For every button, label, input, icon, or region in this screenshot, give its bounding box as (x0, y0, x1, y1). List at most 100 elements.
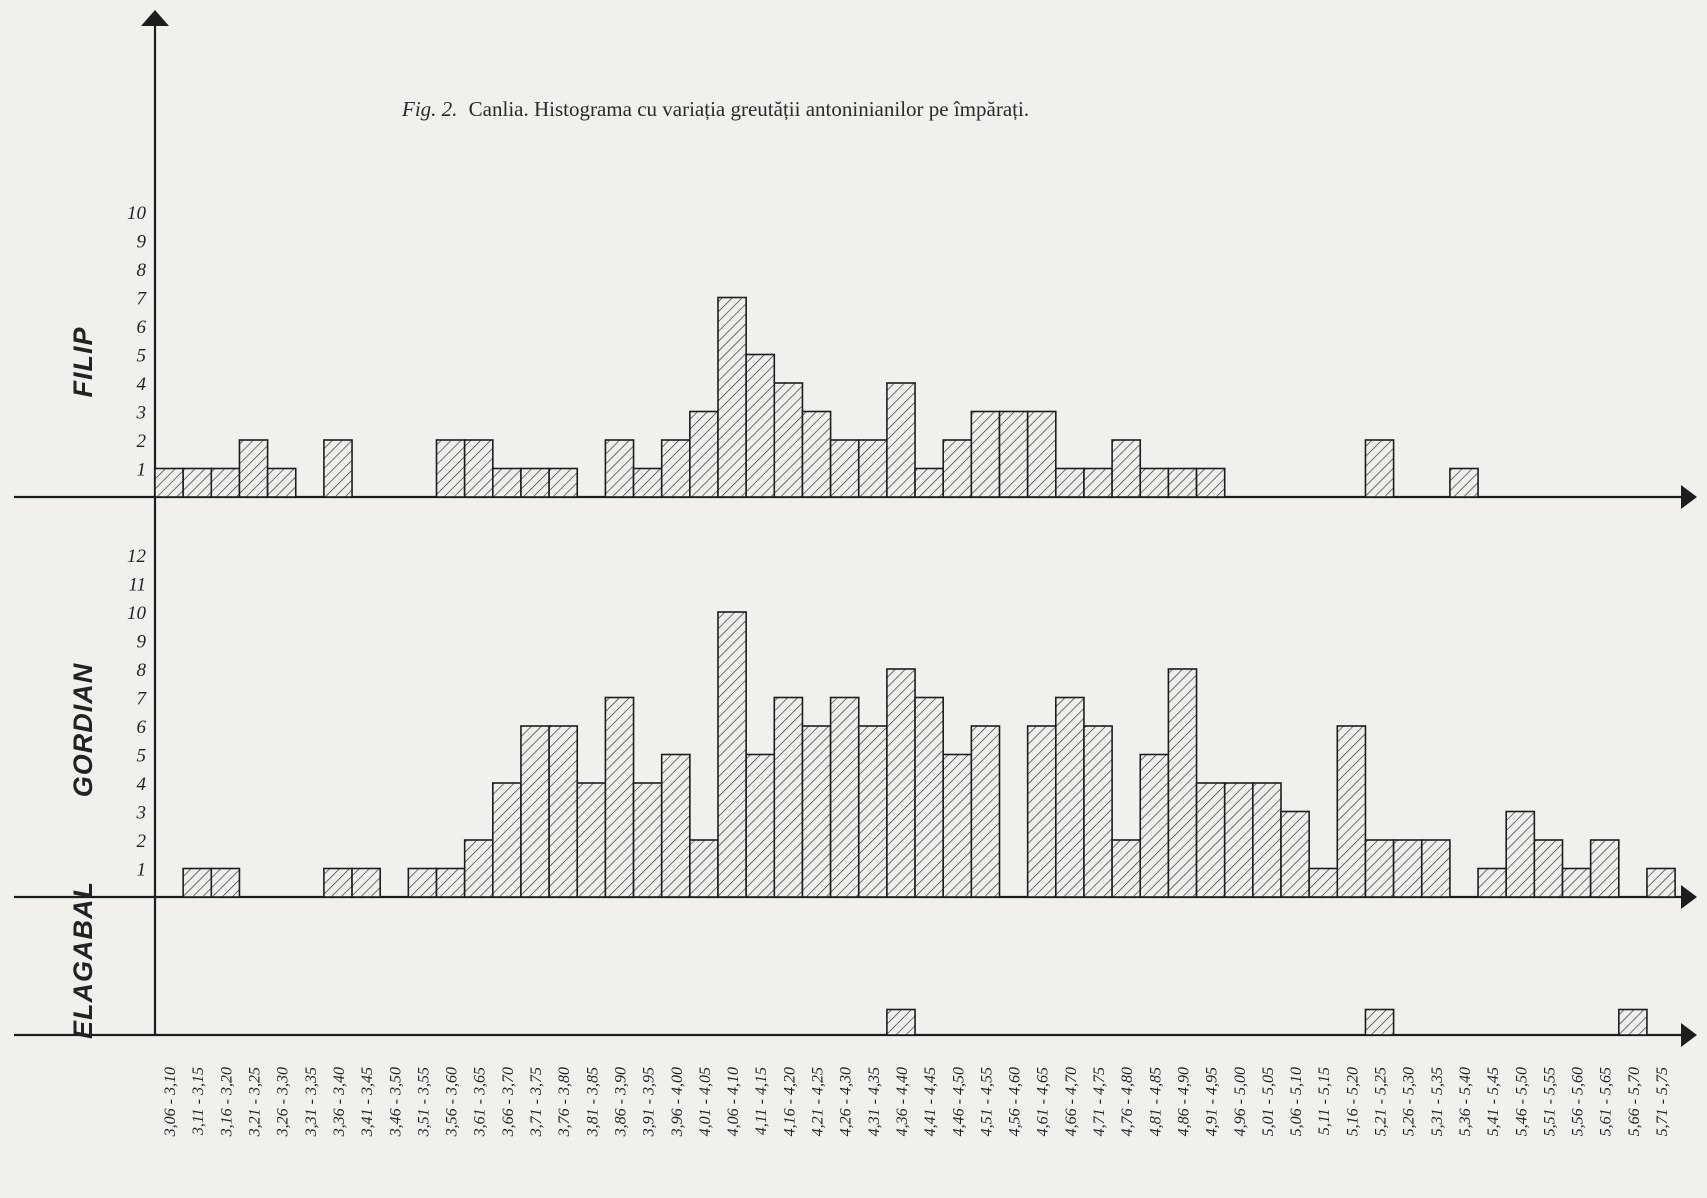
bar-filip-33 (1083, 467, 1113, 498)
x-tick-label: 4,06 - 4,10 (725, 1067, 742, 1136)
x-tick-label: 5,31 - 5,35 (1429, 1067, 1446, 1136)
bar-gordian-41 (1308, 867, 1339, 898)
x-tick-label: 3,06 - 3,10 (162, 1067, 179, 1137)
bar-gordian-51 (1589, 839, 1620, 898)
bar-filip-26 (886, 382, 916, 498)
bar-gordian-11 (463, 839, 494, 898)
y-tick-label: 2 (137, 831, 147, 852)
x-tick-label: 5,51 - 5,55 (1541, 1067, 1558, 1136)
bar-gordian-44 (1392, 839, 1423, 898)
bar-gordian-29 (970, 725, 1001, 898)
x-tick-label: 5,06 - 5,10 (1288, 1067, 1305, 1136)
x-tick-label: 5,26 - 5,30 (1401, 1067, 1418, 1136)
x-tick-labels: 3,06 - 3,10 3,11 - 3,15 3,16 - 3,20 3,21 - … (162, 1067, 1671, 1137)
bar-gordian-25 (857, 725, 888, 898)
x-tick-label: 5,16 - 5,20 (1344, 1067, 1361, 1136)
y-tick-label: 8 (137, 660, 147, 681)
bar-gordian-32 (1055, 696, 1085, 898)
x-tick-label: 3,91 - 3,95 (641, 1067, 658, 1137)
x-axis-arrow (1681, 485, 1697, 509)
bar-filip-43 (1364, 439, 1395, 498)
x-tick-label: 3,21 - 3,25 (247, 1067, 264, 1137)
x-tick-label: 5,61 - 5,65 (1598, 1067, 1615, 1136)
y-tick-label: 6 (137, 317, 147, 338)
bar-filip-46 (1449, 467, 1479, 498)
bar-gordian-28 (942, 753, 973, 898)
bar-filip-4 (266, 467, 297, 498)
bar-filip-18 (660, 439, 691, 498)
figure-caption-text: Canlia. Histograma cu variația greutății… (469, 97, 1029, 121)
bar-filip-36 (1167, 467, 1198, 498)
bar-gordian-20 (717, 611, 747, 898)
y-tick-label: 10 (127, 203, 147, 224)
bar-gordian-39 (1252, 782, 1282, 898)
bar-filip-25 (857, 439, 888, 498)
bar-filip-32 (1055, 467, 1085, 498)
bar-gordian-16 (604, 696, 635, 898)
bar-filip-31 (1026, 410, 1057, 498)
y-tick-label: 9 (137, 632, 147, 653)
bar-filip-17 (632, 467, 663, 498)
bar-gordian-38 (1223, 782, 1254, 898)
y-axis-arrow (141, 10, 169, 26)
bar-gordian-47 (1477, 867, 1508, 898)
x-tick-label: 5,11 - 5,15 (1316, 1067, 1333, 1135)
bar-filip-21 (745, 353, 776, 498)
bar-filip-2 (210, 467, 241, 498)
x-tick-label: 3,96 - 4,00 (669, 1067, 686, 1137)
bar-filip-12 (491, 467, 522, 498)
bar-gordian-50 (1561, 867, 1592, 898)
bar-filip-1 (182, 467, 213, 498)
bar-filip-24 (829, 439, 860, 498)
bar-elagabal-52 (1618, 1008, 1648, 1036)
x-tick-label: 4,51 - 4,55 (978, 1067, 995, 1136)
x-tick-label: 4,66 - 4,70 (1063, 1067, 1080, 1136)
x-tick-label: 3,76 - 3,80 (556, 1067, 573, 1137)
y-tick-label: 2 (137, 431, 147, 452)
bar-gordian-14 (548, 725, 579, 898)
x-tick-label: 5,01 - 5,05 (1260, 1067, 1277, 1136)
bar-filip-0 (154, 467, 184, 498)
y-tick-label: 10 (127, 603, 147, 624)
x-tick-label: 5,36 - 5,40 (1457, 1067, 1474, 1136)
x-tick-label: 4,46 - 4,50 (950, 1067, 967, 1136)
bar-gordian-45 (1420, 839, 1451, 898)
bar-gordian-40 (1280, 810, 1310, 898)
x-tick-label: 4,61 - 4,65 (1035, 1067, 1052, 1136)
x-tick-label: 4,16 - 4,20 (781, 1067, 798, 1136)
bar-gordian-22 (773, 696, 804, 898)
bar-filip-10 (435, 439, 466, 498)
bar-filip-34 (1111, 439, 1142, 498)
x-tick-label: 4,31 - 4,35 (866, 1067, 883, 1136)
bar-elagabal-26 (886, 1008, 916, 1036)
bar-filip-23 (801, 410, 832, 498)
y-tick-label: 12 (127, 546, 147, 567)
x-tick-label: 3,16 - 3,20 (218, 1067, 235, 1137)
x-tick-label: 3,11 - 3,15 (190, 1067, 207, 1136)
bar-filip-22 (773, 382, 804, 498)
x-axis-arrow (1681, 1023, 1697, 1047)
x-tick-label: 4,26 - 4,30 (838, 1067, 855, 1136)
bar-gordian-23 (801, 725, 832, 898)
y-tick-label: 1 (137, 860, 147, 881)
x-tick-label: 4,91 - 4,95 (1204, 1067, 1221, 1136)
bar-gordian-1 (182, 867, 213, 898)
x-tick-label: 3,31 - 3,35 (303, 1067, 320, 1137)
x-tick-label: 4,21 - 4,25 (810, 1067, 827, 1136)
bar-filip-28 (942, 439, 973, 498)
bar-filip-3 (238, 439, 269, 498)
x-tick-label: 5,71 - 5,75 (1654, 1067, 1671, 1136)
x-tick-label: 4,86 - 4,90 (1175, 1067, 1192, 1136)
x-tick-label: 5,21 - 5,25 (1373, 1067, 1390, 1136)
bar-filip-27 (914, 467, 944, 498)
x-tick-label: 3,86 - 3,90 (612, 1067, 629, 1137)
bar-gordian-12 (491, 782, 522, 898)
bar-gordian-24 (829, 696, 860, 898)
x-tick-label: 3,61 - 3,65 (472, 1067, 489, 1137)
bar-gordian-31 (1026, 725, 1057, 898)
bar-gordian-6 (323, 867, 353, 898)
y-tick-label: 9 (137, 232, 147, 253)
bar-filip-20 (717, 296, 747, 498)
x-tick-label: 3,56 - 3,60 (444, 1067, 461, 1137)
